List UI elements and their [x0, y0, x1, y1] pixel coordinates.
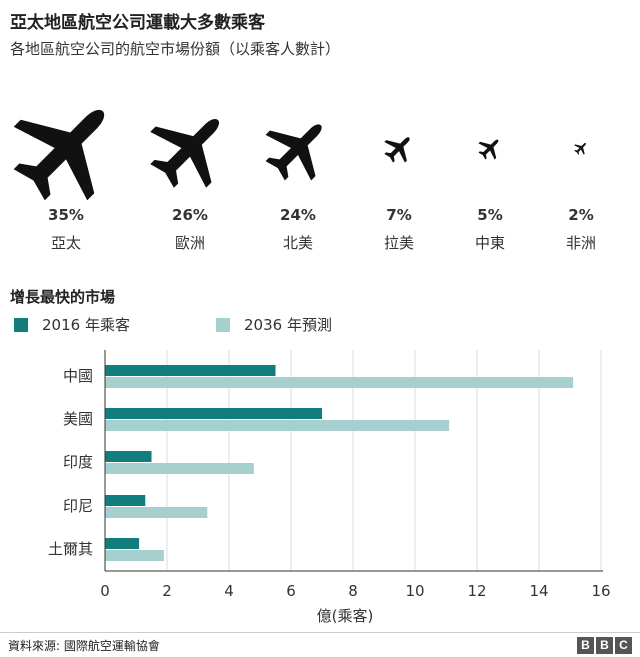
- airplane-shape: [478, 139, 499, 160]
- bar-2016: [105, 451, 152, 462]
- legend-item-2036: 2036 年預測: [216, 314, 332, 335]
- market-share-value: 24%: [280, 206, 316, 224]
- bar-2036: [105, 507, 208, 518]
- source-note: 資料來源: 國際航空運輸協會: [8, 639, 160, 653]
- airplane-shape: [150, 118, 220, 188]
- category-label: 美國: [63, 410, 93, 428]
- category-label: 土爾其: [48, 540, 93, 558]
- market-share-item: 5% 中東: [435, 90, 545, 260]
- airplane-icon: [265, 124, 322, 181]
- market-share-value: 26%: [172, 206, 208, 224]
- region-label: 北美: [282, 234, 313, 252]
- bar-2016: [105, 365, 276, 376]
- bar-2036: [105, 463, 254, 474]
- region-label: 拉美: [383, 234, 414, 252]
- category-label: 印度: [63, 453, 93, 471]
- market-share-value: 2%: [568, 206, 594, 224]
- category-label: 印尼: [63, 497, 93, 515]
- market-share-item: 2% 非洲: [526, 90, 636, 260]
- airplane-shape: [13, 109, 105, 200]
- x-tick-label: 2: [162, 582, 172, 600]
- bbc-logo-letter: C: [615, 637, 632, 654]
- legend-swatch-2036: [216, 317, 230, 332]
- x-tick-label: 6: [286, 582, 296, 600]
- legend-item-2016: 2016 年乘客: [14, 314, 130, 335]
- x-tick-label: 16: [591, 582, 610, 600]
- footer-divider: [0, 632, 640, 633]
- region-label: 非洲: [565, 234, 596, 252]
- airplane-shape: [384, 137, 410, 163]
- bar-2016: [105, 495, 146, 506]
- bar-2016: [105, 538, 140, 549]
- legend-label-2036: 2036 年預測: [244, 316, 332, 334]
- airplane-shape: [574, 143, 586, 155]
- market-share-item: 7% 拉美: [344, 90, 454, 260]
- legend-swatch-2016: [14, 317, 28, 332]
- region-label: 中東: [474, 234, 505, 252]
- market-share-value: 35%: [48, 206, 84, 224]
- airplane-icon: [384, 137, 410, 163]
- section-title: 增長最快的市場: [10, 288, 116, 306]
- bar-2036: [105, 420, 450, 431]
- airplane-icon: [574, 143, 586, 155]
- market-share-row: 35% 亞太 26% 歐洲 24% 北美 7% 拉美 5% 中東 2% 非洲: [0, 90, 640, 260]
- region-label: 亞太: [50, 234, 81, 252]
- bbc-logo: B B C: [577, 637, 632, 654]
- x-tick-label: 12: [467, 582, 486, 600]
- x-axis-label: 億(乘客): [317, 607, 374, 625]
- airplane-icon: [478, 139, 499, 160]
- airplane-shape: [265, 124, 322, 181]
- market-share-item: 26% 歐洲: [135, 90, 245, 260]
- bar-2036: [105, 550, 164, 561]
- market-share-item: 35% 亞太: [11, 90, 121, 260]
- x-tick-label: 0: [100, 582, 110, 600]
- market-share-value: 5%: [477, 206, 503, 224]
- category-label: 中國: [63, 367, 93, 385]
- x-tick-label: 14: [529, 582, 548, 600]
- bbc-logo-letter: B: [577, 637, 594, 654]
- chart-subtitle: 各地區航空公司的航空市場份額（以乘客人數計）: [10, 40, 341, 58]
- bar-2036: [105, 377, 574, 388]
- bbc-logo-letter: B: [596, 637, 613, 654]
- chart-title: 亞太地區航空公司運載大多數乘客: [10, 13, 265, 33]
- market-share-value: 7%: [386, 206, 412, 224]
- legend-label-2016: 2016 年乘客: [42, 316, 130, 334]
- x-tick-label: 4: [224, 582, 234, 600]
- airplane-icon: [13, 109, 105, 200]
- market-share-item: 24% 北美: [243, 90, 353, 260]
- x-tick-label: 10: [405, 582, 424, 600]
- airplane-icon: [150, 118, 220, 188]
- region-label: 歐洲: [174, 234, 205, 252]
- bar-2016: [105, 408, 322, 419]
- x-tick-label: 8: [348, 582, 358, 600]
